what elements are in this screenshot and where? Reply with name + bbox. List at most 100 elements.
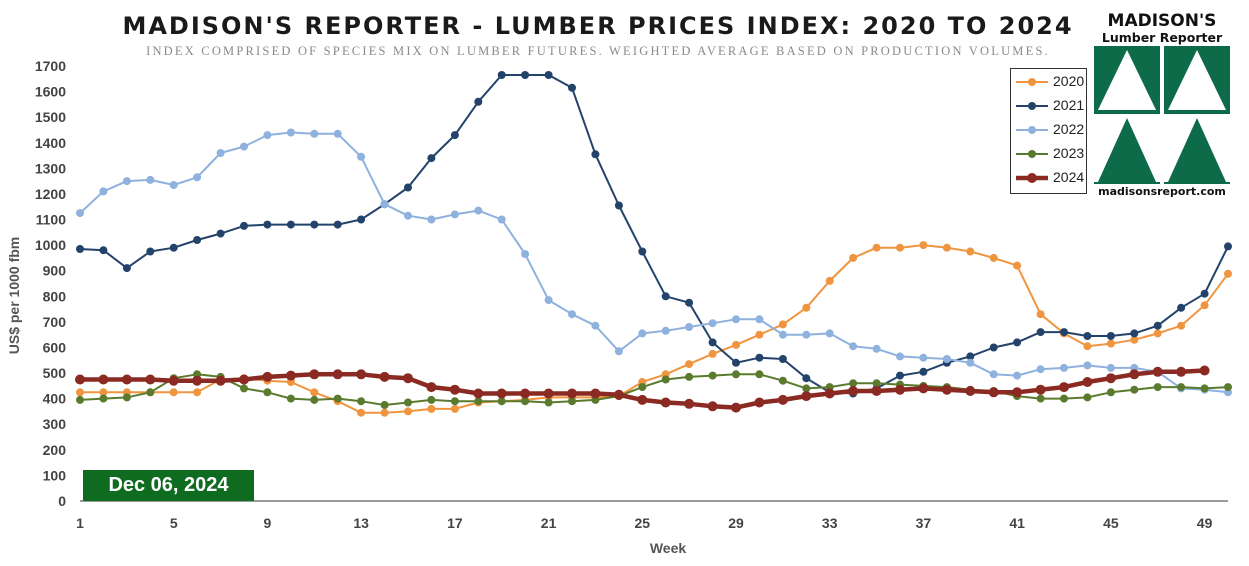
y-axis-title: US$ per 1000 fbm — [6, 237, 22, 355]
x-tick-label: 17 — [447, 515, 463, 531]
data-point — [1177, 383, 1186, 392]
y-tick-label: 400 — [43, 391, 67, 407]
data-point — [99, 246, 108, 255]
data-point — [732, 315, 740, 324]
data-point — [732, 370, 740, 379]
series-2020 — [76, 241, 1232, 417]
data-point — [449, 384, 460, 395]
data-point — [896, 243, 904, 252]
data-point — [778, 376, 787, 385]
data-point — [802, 384, 811, 393]
data-point — [427, 404, 436, 413]
data-point — [357, 215, 366, 224]
data-point — [1083, 332, 1092, 340]
data-point — [1199, 365, 1210, 376]
data-point — [919, 353, 928, 362]
data-point — [849, 379, 858, 388]
data-point — [216, 149, 225, 157]
data-point — [707, 401, 718, 412]
legend-swatch — [1016, 126, 1048, 134]
data-point — [966, 358, 975, 367]
data-point — [942, 355, 951, 363]
data-point — [122, 177, 131, 186]
y-tick-label: 1600 — [35, 84, 66, 100]
data-point — [1083, 361, 1092, 370]
logo-subtitle: Lumber Reporter — [1101, 30, 1223, 45]
data-point — [591, 150, 600, 159]
data-point — [240, 384, 248, 393]
data-point — [896, 352, 904, 361]
data-point — [380, 408, 389, 417]
data-point — [263, 131, 272, 140]
data-point — [474, 397, 483, 406]
data-point — [685, 360, 694, 369]
data-point — [263, 388, 272, 397]
data-point — [685, 372, 694, 381]
data-point — [497, 397, 506, 406]
data-point — [872, 344, 881, 353]
data-point — [215, 375, 226, 386]
data-point — [708, 349, 717, 358]
data-point — [685, 298, 694, 307]
y-tick-label: 100 — [43, 467, 67, 483]
y-tick-label: 1300 — [35, 160, 66, 176]
data-point — [122, 264, 131, 273]
data-point — [310, 395, 319, 404]
data-point — [755, 353, 764, 362]
data-point — [919, 241, 928, 250]
legend-label: 2022 — [1053, 121, 1085, 137]
data-point — [262, 371, 273, 382]
data-point — [755, 330, 764, 339]
data-point — [310, 129, 319, 138]
data-point — [966, 247, 975, 256]
data-point — [755, 315, 764, 324]
data-point — [192, 375, 203, 386]
data-point — [568, 397, 576, 406]
data-point — [286, 128, 295, 137]
data-point — [309, 369, 320, 380]
data-point — [521, 397, 530, 406]
data-point — [169, 243, 178, 252]
data-point — [379, 371, 390, 382]
data-point — [919, 367, 928, 376]
data-point — [871, 386, 882, 396]
data-point — [403, 373, 413, 384]
data-point — [1013, 261, 1022, 270]
data-point — [1060, 394, 1068, 403]
data-point — [1036, 365, 1045, 374]
series-2022 — [76, 128, 1232, 397]
data-point — [896, 371, 904, 380]
data-point — [404, 407, 412, 416]
data-point — [146, 247, 155, 256]
data-point — [988, 387, 999, 398]
data-point — [802, 330, 811, 339]
data-point — [263, 220, 272, 229]
data-point — [99, 394, 108, 403]
data-point — [801, 391, 812, 402]
data-point — [193, 236, 202, 244]
data-point — [404, 183, 412, 192]
data-point — [193, 173, 202, 182]
legend-swatch — [1016, 102, 1048, 110]
data-point — [286, 220, 295, 229]
y-tick-label: 600 — [43, 339, 67, 355]
y-tick-label: 1200 — [35, 186, 66, 202]
data-point — [193, 388, 202, 397]
chart-series — [75, 71, 1232, 417]
y-tick-label: 0 — [58, 493, 66, 509]
data-point — [1013, 371, 1022, 380]
data-point — [661, 375, 670, 384]
data-point — [637, 394, 648, 405]
data-point — [76, 209, 84, 218]
x-axis-title: Week — [650, 540, 687, 556]
data-point — [1177, 321, 1186, 330]
data-point — [708, 319, 717, 328]
data-point — [590, 388, 601, 399]
madisons-logo: MADISON'S Lumber Reporter madisonsreport… — [1092, 12, 1232, 202]
y-tick-label: 200 — [43, 442, 67, 458]
data-point — [966, 352, 975, 361]
y-tick-label: 1100 — [36, 212, 67, 228]
data-point — [76, 395, 84, 404]
data-point — [521, 71, 530, 79]
data-point — [1129, 369, 1140, 380]
